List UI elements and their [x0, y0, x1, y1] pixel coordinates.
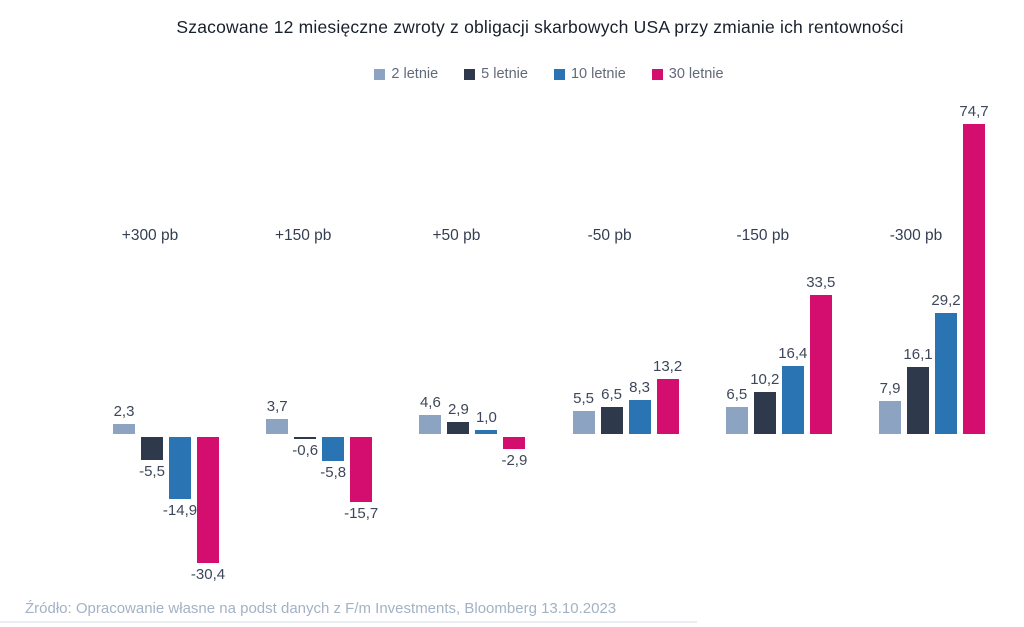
legend-label: 10 letnie: [570, 66, 626, 82]
value-label: 3,7: [266, 397, 288, 415]
value-label: -30,4: [190, 566, 226, 584]
bar: [628, 399, 651, 434]
source-note: Źródło: Opracowanie własne na podst dany…: [25, 600, 617, 617]
value-label: -2,9: [501, 452, 528, 470]
bottom-divider: [0, 621, 697, 623]
bar: [879, 401, 901, 434]
value-label: 7,9: [879, 380, 901, 398]
bar: [447, 421, 470, 434]
value-label: -15,7: [344, 505, 379, 523]
value-label: 16,1: [903, 346, 933, 364]
category-label: -150 pb: [736, 227, 790, 244]
bar: [503, 437, 526, 450]
value-label: 33,5: [806, 273, 836, 291]
category-label: +50 pb: [432, 227, 481, 244]
legend-swatch-icon: [651, 68, 663, 80]
legend-label: 5 letnie: [481, 66, 528, 82]
value-label: 4,6: [419, 393, 441, 411]
bar: [197, 437, 219, 564]
chart-legend: 2 letnie 5 letnie 10 letnie 30 letnie: [37, 66, 1024, 82]
legend-item: 2 letnie: [374, 66, 438, 82]
value-label: 10,2: [750, 370, 780, 388]
bar: [935, 312, 957, 434]
legend-label: 2 letnie: [391, 66, 439, 82]
bar: [141, 437, 163, 460]
value-label: 13,2: [652, 358, 683, 376]
value-label: 29,2: [931, 291, 961, 309]
bar: [475, 429, 498, 434]
value-label: -0,6: [292, 442, 319, 460]
value-label: 8,3: [629, 378, 651, 396]
value-label: 1,0: [475, 408, 497, 426]
bar: [266, 418, 289, 434]
bar: [350, 437, 373, 503]
value-label: 5,5: [573, 390, 595, 408]
value-label: 2,3: [113, 403, 135, 421]
legend-item: 30 letnie: [651, 66, 724, 82]
category-label: +150 pb: [274, 227, 332, 244]
value-label: 6,5: [726, 386, 748, 404]
bar: [781, 365, 804, 434]
legend-swatch-icon: [374, 68, 386, 80]
chart-title: Szacowane 12 miesięczne zwroty z obligac…: [176, 17, 904, 37]
bar: [725, 407, 748, 434]
category-label: -300 pb: [889, 227, 943, 244]
category-label: -50 pb: [587, 227, 632, 244]
legend-swatch-icon: [553, 68, 565, 80]
bar: [113, 424, 135, 434]
value-label: -14,9: [162, 501, 198, 519]
bar: [809, 294, 832, 434]
legend-item: 5 letnie: [464, 66, 528, 82]
value-label: 2,9: [447, 400, 469, 418]
value-label: 6,5: [601, 386, 623, 404]
bar: [322, 437, 345, 462]
bar: [169, 437, 191, 499]
bar: [656, 379, 679, 434]
bar: [600, 407, 623, 434]
legend-swatch-icon: [464, 68, 476, 80]
value-label: 16,4: [778, 344, 808, 362]
bar: [963, 123, 985, 434]
bar: [419, 414, 442, 434]
bar: [753, 391, 776, 434]
legend-label: 30 letnie: [668, 66, 724, 82]
value-label: -5,8: [320, 464, 347, 482]
bar: [572, 411, 595, 434]
bar: [294, 437, 317, 440]
legend-item: 10 letnie: [553, 66, 626, 82]
category-label: +300 pb: [121, 227, 179, 244]
value-label: 74,7: [959, 102, 989, 120]
bar: [907, 367, 929, 434]
value-label: -5,5: [139, 462, 165, 480]
